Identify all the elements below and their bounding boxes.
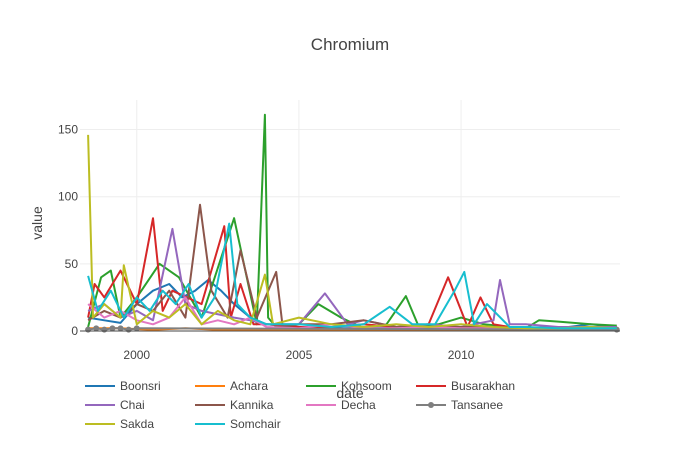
grid-layer	[80, 100, 620, 331]
legend-item[interactable]: Tansanee	[416, 398, 503, 412]
legend-label: Somchair	[230, 417, 281, 431]
data-point-tansanee	[109, 325, 116, 332]
legend-label: Chai	[120, 398, 145, 412]
x-axis-title: date	[336, 385, 363, 401]
legend-item[interactable]: Sakda	[85, 417, 154, 431]
y-tick-label: 0	[71, 324, 78, 338]
legend: Boonsri Achara Kohsoom Busarakhan Chai Kannik…	[85, 379, 515, 431]
legend-marker	[428, 402, 434, 408]
legend-item[interactable]: Busarakhan	[416, 379, 515, 393]
series-line-somchair	[87, 222, 617, 330]
legend-label: Sakda	[120, 417, 154, 431]
legend-item[interactable]: Somchair	[195, 417, 281, 431]
chart-title: Chromium	[311, 35, 389, 54]
data-point-tansanee	[117, 325, 124, 332]
legend-label: Busarakhan	[451, 379, 515, 393]
legend-label: Tansanee	[451, 398, 503, 412]
legend-label: Kohsoom	[341, 379, 392, 393]
data-point-tansanee	[125, 326, 132, 333]
data-point-tansanee	[85, 326, 92, 333]
data-point-tansanee	[101, 326, 108, 333]
series-layer	[85, 113, 620, 333]
legend-item[interactable]: Boonsri	[85, 379, 161, 393]
data-point-tansanee	[133, 325, 140, 332]
legend-label: Achara	[230, 379, 268, 393]
legend-label: Kannika	[230, 398, 274, 412]
legend-label: Boonsri	[120, 379, 161, 393]
axis-layer: 0 50 100 150 2000 2005 2010	[58, 123, 620, 362]
legend-item[interactable]: Chai	[85, 398, 145, 412]
y-axis-title: value	[29, 206, 45, 240]
x-tick-label: 2010	[448, 348, 475, 362]
series-line-sakda	[87, 134, 617, 330]
y-tick-label: 50	[65, 257, 79, 271]
legend-item[interactable]: Achara	[195, 379, 268, 393]
data-point-tansanee	[93, 325, 100, 332]
legend-item[interactable]: Decha	[306, 398, 376, 412]
legend-item[interactable]: Kohsoom	[306, 379, 392, 393]
x-tick-label: 2000	[123, 348, 150, 362]
x-tick-label: 2005	[286, 348, 313, 362]
y-tick-label: 100	[58, 190, 78, 204]
legend-item[interactable]: Kannika	[195, 398, 274, 412]
legend-label: Decha	[341, 398, 376, 412]
series-line-chai	[87, 227, 617, 328]
y-tick-label: 150	[58, 123, 78, 137]
